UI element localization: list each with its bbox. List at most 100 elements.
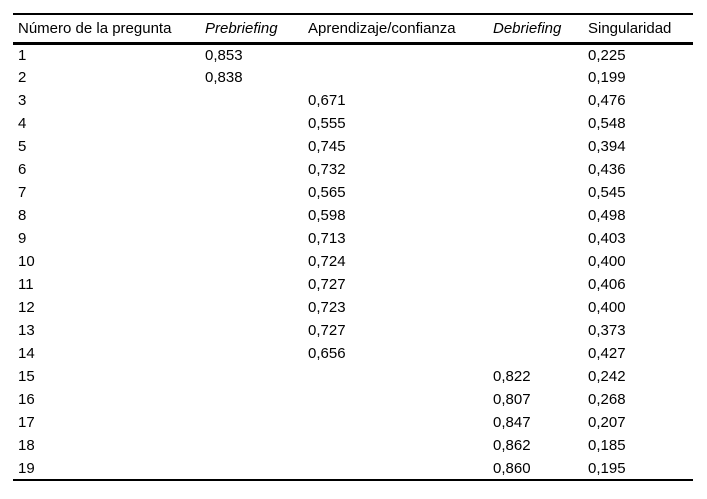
cell-prebriefing [200,273,303,296]
cell-numero-pregunta: 5 [18,138,27,155]
results-table: Número de la pregunta Prebriefing Aprend… [13,13,693,481]
table-row: 12 0,723 0,400 [13,296,693,319]
table-row: 4 0,555 0,548 [13,112,693,135]
table-row: 19 0,860 0,195 [13,457,693,480]
cell-aprendizaje-confianza: 0,732 [308,161,346,178]
cell-singularidad: 0,400 [588,253,626,270]
cell-numero-pregunta: 8 [18,207,27,224]
table-row: 8 0,598 0,498 [13,204,693,227]
cell-aprendizaje-confianza [303,365,488,388]
cell-numero-pregunta: 13 [18,322,35,339]
cell-prebriefing [200,135,303,158]
cell-numero-pregunta: 15 [18,368,35,385]
cell-aprendizaje-confianza: 0,565 [308,184,346,201]
cell-debriefing: 0,860 [493,459,531,477]
cell-aprendizaje-confianza [303,434,488,457]
cell-singularidad: 0,268 [588,391,626,408]
table-row: 18 0,862 0,185 [13,434,693,457]
cell-debriefing [488,112,583,135]
cell-singularidad: 0,400 [588,299,626,316]
cell-debriefing: 0,862 [493,437,531,454]
cell-aprendizaje-confianza: 0,671 [308,92,346,109]
cell-debriefing [488,273,583,296]
cell-prebriefing [200,457,303,480]
cell-debriefing [488,227,583,250]
cell-aprendizaje-confianza: 0,727 [308,322,346,339]
table-row: 16 0,807 0,268 [13,388,693,411]
cell-aprendizaje-confianza: 0,555 [308,115,346,132]
table-row: 17 0,847 0,207 [13,411,693,434]
cell-numero-pregunta: 10 [18,253,35,270]
cell-singularidad: 0,394 [588,138,626,155]
cell-numero-pregunta: 16 [18,391,35,408]
cell-debriefing [488,158,583,181]
column-header-singularidad: Singularidad [588,19,672,37]
cell-numero-pregunta: 12 [18,299,35,316]
cell-aprendizaje-confianza [303,66,488,89]
column-header-numero-pregunta: Número de la pregunta [18,19,172,37]
cell-singularidad: 0,406 [588,276,626,293]
cell-prebriefing [200,112,303,135]
cell-singularidad: 0,427 [588,345,626,362]
cell-debriefing [488,342,583,365]
table-body: 1 0,853 0,225 2 0,838 0,199 3 0,671 0,476 4 0,555 0… [13,43,693,480]
cell-numero-pregunta: 4 [18,115,27,132]
cell-debriefing: 0,847 [493,414,531,431]
column-header-aprendizaje-confianza: Aprendizaje/confianza [308,19,456,37]
column-header-prebriefing: Prebriefing [205,19,278,37]
cell-numero-pregunta: 1 [18,46,27,64]
cell-singularidad: 0,207 [588,414,626,431]
cell-prebriefing [200,227,303,250]
cell-aprendizaje-confianza: 0,598 [308,207,346,224]
cell-aprendizaje-confianza: 0,745 [308,138,346,155]
cell-singularidad: 0,498 [588,207,626,224]
cell-prebriefing [200,434,303,457]
cell-debriefing [488,319,583,342]
cell-singularidad: 0,225 [588,46,626,64]
cell-debriefing [488,296,583,319]
cell-aprendizaje-confianza [303,388,488,411]
table-row: 10 0,724 0,400 [13,250,693,273]
cell-prebriefing [200,342,303,365]
cell-singularidad: 0,436 [588,161,626,178]
table-row: 7 0,565 0,545 [13,181,693,204]
cell-aprendizaje-confianza [303,411,488,434]
cell-prebriefing [200,204,303,227]
table-row: 6 0,732 0,436 [13,158,693,181]
cell-prebriefing [200,181,303,204]
column-header-debriefing: Debriefing [493,19,562,37]
cell-numero-pregunta: 6 [18,161,27,178]
cell-aprendizaje-confianza: 0,656 [308,345,346,362]
cell-debriefing [488,250,583,273]
cell-prebriefing: 0,838 [205,69,243,86]
table-row: 11 0,727 0,406 [13,273,693,296]
cell-singularidad: 0,242 [588,368,626,385]
cell-debriefing [488,43,583,66]
table-row: 5 0,745 0,394 [13,135,693,158]
table-row: 14 0,656 0,427 [13,342,693,365]
cell-debriefing [488,66,583,89]
table-row: 9 0,713 0,403 [13,227,693,250]
table-row: 1 0,853 0,225 [13,43,693,66]
cell-singularidad: 0,403 [588,230,626,247]
cell-numero-pregunta: 2 [18,69,27,86]
cell-numero-pregunta: 9 [18,230,27,247]
cell-prebriefing [200,319,303,342]
cell-aprendizaje-confianza [303,457,488,480]
cell-singularidad: 0,199 [588,69,626,86]
cell-prebriefing [200,388,303,411]
cell-singularidad: 0,195 [588,459,626,477]
cell-singularidad: 0,185 [588,437,626,454]
cell-singularidad: 0,548 [588,115,626,132]
cell-prebriefing [200,411,303,434]
cell-prebriefing: 0,853 [205,46,243,64]
cell-numero-pregunta: 18 [18,437,35,454]
cell-numero-pregunta: 3 [18,92,27,109]
cell-numero-pregunta: 14 [18,345,35,362]
table-row: 15 0,822 0,242 [13,365,693,388]
cell-aprendizaje-confianza [303,43,488,66]
cell-aprendizaje-confianza: 0,723 [308,299,346,316]
cell-numero-pregunta: 17 [18,414,35,431]
table-row: 2 0,838 0,199 [13,66,693,89]
